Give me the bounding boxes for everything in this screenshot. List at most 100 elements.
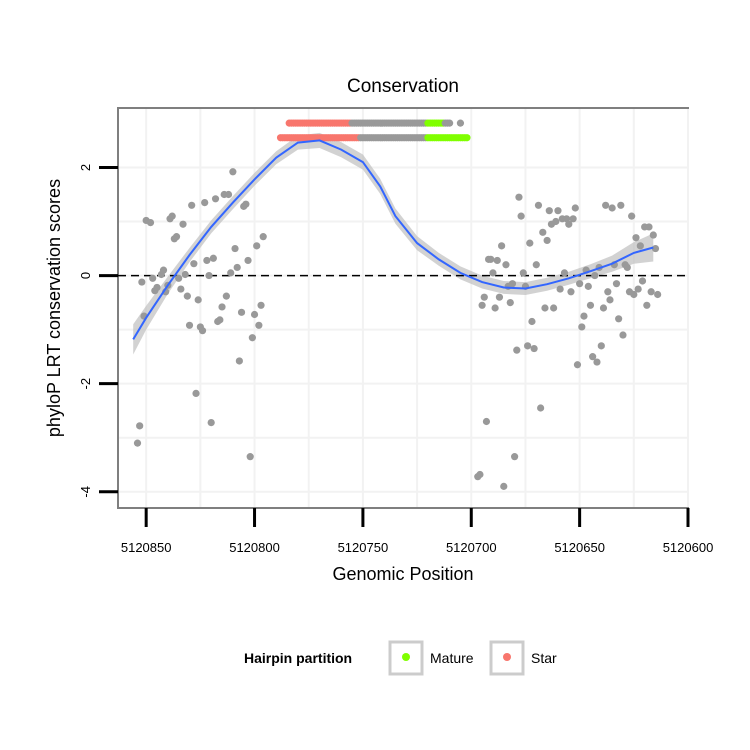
data-point [517, 212, 525, 220]
plot-panel [117, 107, 689, 509]
x-axis-title: Genomic Position [332, 564, 473, 584]
data-point [498, 242, 506, 250]
data-point [565, 220, 573, 228]
data-point [257, 301, 265, 309]
data-point [246, 453, 254, 461]
x-tick-label: 5120750 [338, 540, 389, 555]
data-point [608, 204, 616, 212]
data-point [482, 417, 491, 426]
data-point [545, 207, 553, 215]
data-point [146, 218, 155, 227]
data-point [508, 280, 517, 288]
data-point [604, 288, 612, 296]
data-point [556, 285, 564, 293]
data-point [599, 304, 608, 312]
data-point [255, 321, 263, 329]
data-point [500, 482, 508, 490]
data-point [222, 292, 230, 300]
data-point [513, 346, 521, 354]
data-point [185, 321, 194, 329]
legend-title: Hairpin partition [244, 650, 352, 666]
data-point [651, 244, 660, 253]
data-point [567, 288, 575, 296]
data-point [242, 200, 250, 208]
x-tick-label: 5120650 [554, 540, 605, 555]
data-point [205, 271, 213, 280]
data-point [233, 263, 241, 272]
data-point [172, 233, 181, 241]
data-point [198, 327, 207, 335]
data-point [554, 207, 562, 215]
data-point [645, 223, 653, 231]
data-point [175, 274, 183, 282]
data-point [589, 353, 597, 361]
data-point [623, 263, 631, 272]
data-point [552, 217, 560, 226]
data-point [634, 285, 642, 293]
data-point [201, 198, 209, 207]
data-point [638, 277, 647, 285]
data-point [606, 296, 614, 304]
data-point [515, 193, 523, 201]
data-point [480, 293, 488, 301]
data-point [602, 201, 610, 209]
x-tick-label: 5120600 [663, 540, 714, 555]
data-point [580, 312, 588, 320]
legend-dot-mature [402, 653, 410, 661]
data-point [476, 470, 484, 479]
data-point [493, 256, 501, 265]
data-point [571, 204, 579, 212]
data-point [654, 290, 662, 299]
legend-key-mature [388, 640, 424, 676]
data-point [528, 317, 536, 326]
data-point [636, 242, 644, 250]
data-point [250, 310, 259, 319]
mature-point [463, 134, 471, 142]
x-tick-label: 5120800 [229, 540, 280, 555]
legend-dot-star [503, 653, 511, 661]
hairpin-point [445, 119, 454, 127]
hairpin-points-layer [276, 119, 471, 142]
data-point [487, 255, 495, 263]
x-tick-label: 5120850 [121, 540, 172, 555]
data-point [194, 296, 202, 304]
data-point [179, 220, 187, 228]
data-point [584, 282, 592, 290]
axes-layer: 5120850 5120800 5120750 5120700 5120650 51206… [78, 164, 713, 555]
hairpin-point [456, 119, 465, 127]
data-point [526, 239, 534, 247]
data-point [591, 271, 599, 280]
smooth-line-layer [132, 139, 654, 340]
data-point [532, 261, 540, 269]
data-point [248, 334, 256, 342]
data-point [203, 256, 211, 265]
data-point [530, 344, 538, 353]
data-point [153, 283, 161, 292]
data-point [491, 304, 499, 312]
data-point [630, 290, 638, 299]
legend-label-star: Star [531, 650, 557, 666]
data-point [643, 301, 651, 309]
data-point [224, 190, 233, 199]
data-point [188, 201, 196, 209]
data-point [502, 261, 510, 269]
data-point [207, 418, 215, 427]
data-point [227, 269, 235, 277]
data-point [563, 215, 571, 223]
data-point [235, 357, 243, 365]
data-point [231, 244, 239, 253]
data-point [192, 389, 200, 398]
data-point [615, 315, 623, 323]
data-point [506, 298, 514, 307]
data-point [136, 422, 144, 430]
data-point [259, 233, 267, 241]
data-point [244, 256, 252, 265]
y-tick-label: -2 [78, 378, 93, 390]
data-point [133, 439, 142, 447]
data-point [183, 292, 191, 300]
smooth-line [132, 139, 654, 340]
data-point [168, 212, 176, 220]
data-point [576, 280, 584, 288]
data-point [237, 308, 246, 316]
